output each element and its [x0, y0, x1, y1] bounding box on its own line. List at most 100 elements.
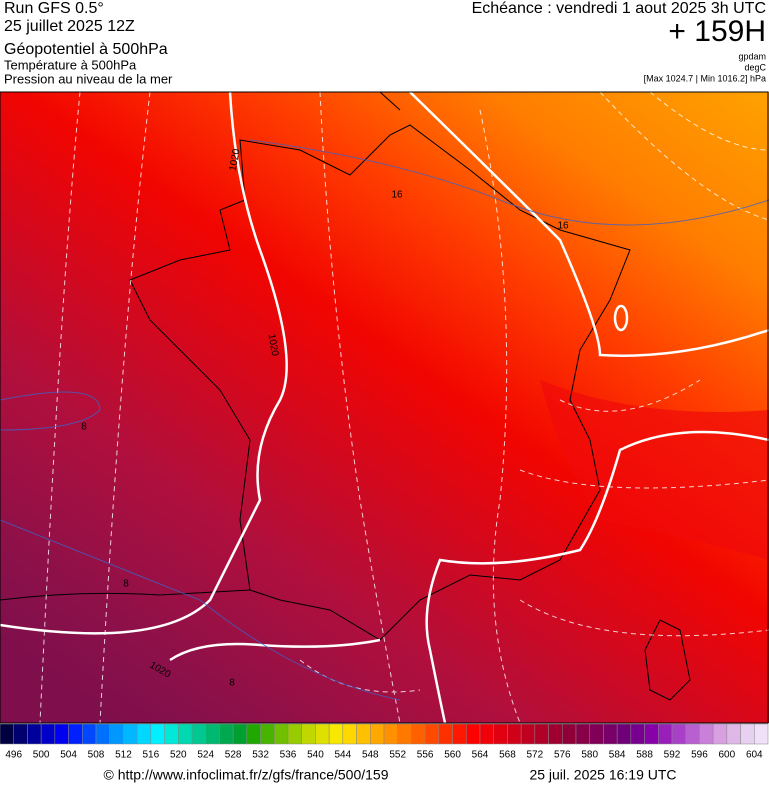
- color-swatch: [726, 723, 741, 745]
- header-right-line: + 159H: [668, 15, 766, 48]
- contour-label: 1020: [266, 333, 281, 357]
- color-swatch: [219, 723, 234, 745]
- color-swatch: [287, 723, 302, 745]
- color-swatch: [575, 723, 590, 745]
- color-swatch: [507, 723, 522, 745]
- color-swatch: [109, 723, 124, 745]
- color-swatch: [383, 723, 398, 745]
- color-swatch: [27, 723, 42, 745]
- color-swatch: [616, 723, 632, 745]
- color-swatch: [68, 723, 83, 745]
- colorbar-label: 540: [307, 750, 324, 761]
- colorbar-label: 588: [636, 750, 653, 761]
- colorbar-label: 520: [170, 750, 187, 761]
- color-swatch: [644, 723, 659, 745]
- color-swatch: [589, 723, 604, 745]
- geopotential-contours: [0, 139, 769, 701]
- header-right-line: gpdam: [738, 51, 766, 61]
- color-swatch: [699, 723, 714, 745]
- color-swatch: [246, 723, 261, 745]
- color-swatch: [740, 723, 755, 745]
- color-swatch: [315, 723, 330, 745]
- header-right-line: Echéance : vendredi 1 aout 2025 3h UTC: [472, 0, 766, 17]
- footer-source: © http://www.infoclimat.fr/z/gfs/france/…: [104, 767, 389, 783]
- color-swatch: [301, 723, 316, 745]
- colorbar-label: 516: [143, 750, 160, 761]
- color-swatch: [260, 723, 275, 745]
- color-swatch: [466, 723, 481, 745]
- color-swatch: [328, 723, 344, 745]
- color-swatch: [178, 723, 193, 745]
- color-swatch: [671, 723, 686, 745]
- colorbar-label: 500: [33, 750, 50, 761]
- color-swatch: [562, 723, 577, 745]
- header-left-line: Pression au niveau de la mer: [4, 71, 173, 86]
- colorbar-label: 496: [5, 750, 22, 761]
- colorbar-label: 544: [335, 750, 352, 761]
- contour-label: 16: [557, 221, 569, 232]
- map: [0, 92, 769, 723]
- header: Run GFS 0.5°25 juillet 2025 12Z Géopotent…: [4, 0, 767, 86]
- colorbar-label: 592: [664, 750, 681, 761]
- colorbar-label: 552: [389, 750, 406, 761]
- color-swatch: [630, 723, 645, 745]
- header-left-line: Température à 500hPa: [4, 57, 137, 72]
- color-swatch: [40, 723, 56, 745]
- color-swatch: [411, 723, 426, 745]
- color-swatch: [342, 723, 357, 745]
- color-swatch: [397, 723, 412, 745]
- colorbar-label: 600: [719, 750, 736, 761]
- contour-label: 16: [391, 190, 403, 201]
- color-swatch: [452, 723, 467, 745]
- color-swatch: [13, 723, 28, 745]
- color-swatch: [712, 723, 728, 745]
- colorbar-label: 604: [746, 750, 763, 761]
- colorbar-label: 560: [444, 750, 461, 761]
- colorbar-label: 596: [691, 750, 708, 761]
- colorbar-label: 568: [499, 750, 516, 761]
- colorbar-label: 524: [197, 750, 214, 761]
- contour-label: 1020: [228, 148, 243, 172]
- colorbar-label: 532: [252, 750, 269, 761]
- color-swatch: [54, 723, 69, 745]
- colorbar-label: 580: [581, 750, 598, 761]
- color-swatch: [424, 723, 440, 745]
- contour-label: 8: [123, 579, 129, 590]
- header-left-line: 25 juillet 2025 12Z: [4, 18, 135, 35]
- coastlines: [0, 92, 691, 701]
- header-right-line: [Max 1024.7 | Min 1016.2] hPa: [644, 73, 766, 83]
- color-swatch: [274, 723, 289, 745]
- colorbar-label: 512: [115, 750, 132, 761]
- colorbar-label: 536: [280, 750, 297, 761]
- color-swatch: [370, 723, 385, 745]
- color-swatch: [534, 723, 549, 745]
- color-swatch: [95, 723, 110, 745]
- colorbar-label: 564: [472, 750, 489, 761]
- header-left-line: Run GFS 0.5°: [4, 0, 104, 17]
- colorbar-label: 556: [417, 750, 434, 761]
- color-swatch: [658, 723, 673, 745]
- color-swatch: [123, 723, 138, 745]
- colorbar-label: 504: [60, 750, 77, 761]
- colorbar: 496 500 504 508 512 516 520 524 528 532 536 540 544 5…: [0, 723, 769, 761]
- colorbar-label: 584: [609, 750, 626, 761]
- color-swatch: [603, 723, 618, 745]
- color-swatch: [150, 723, 165, 745]
- color-swatch: [205, 723, 220, 745]
- color-swatch: [356, 723, 371, 745]
- contour-label: 8: [229, 678, 235, 689]
- header-right-line: degC: [744, 62, 766, 72]
- color-swatch: [685, 723, 700, 745]
- color-swatch: [232, 723, 248, 745]
- footer: © http://www.infoclimat.fr/z/gfs/france/…: [104, 767, 677, 783]
- color-swatch: [479, 723, 494, 745]
- color-swatch: [520, 723, 536, 745]
- color-swatch: [82, 723, 97, 745]
- color-swatch: [754, 723, 769, 745]
- colorbar-label: 548: [362, 750, 379, 761]
- temperature-field: [0, 92, 769, 723]
- contour-label: 8: [81, 422, 87, 433]
- color-swatch: [191, 723, 206, 745]
- isobars: [0, 92, 769, 723]
